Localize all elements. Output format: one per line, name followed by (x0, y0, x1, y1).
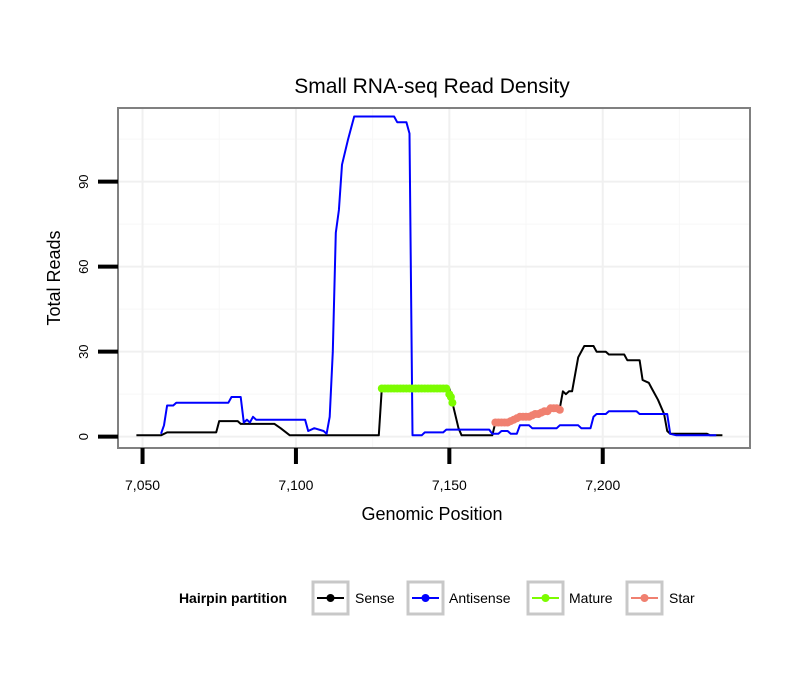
x-axis-label: Genomic Position (361, 504, 502, 524)
legend-point-mature (541, 594, 550, 602)
axes: 7,050 7,100 7,150 7,200 0 30 60 90 (76, 174, 620, 493)
y-tick-label: 30 (76, 344, 91, 358)
plot-panel-border (117, 107, 751, 449)
x-tick-label: 7,150 (432, 477, 467, 493)
x-tick-label: 7,200 (585, 477, 620, 493)
x-tick-label: 7,050 (125, 477, 160, 493)
legend-point-antisense (421, 594, 430, 602)
legend-label-sense: Sense (355, 590, 395, 606)
plot-data (136, 115, 723, 437)
legend-point-star (640, 594, 649, 602)
series-line-antisense (160, 115, 717, 437)
series-line-sense (136, 345, 723, 437)
grid (118, 108, 750, 448)
data-point-star (555, 405, 564, 414)
y-tick-label: 90 (76, 174, 91, 188)
y-tick-label: 0 (76, 433, 91, 440)
data-point-mature (448, 398, 457, 407)
legend-label-mature: Mature (569, 590, 613, 606)
x-tick-label: 7,100 (278, 477, 313, 493)
y-tick-label: 60 (76, 259, 91, 273)
chart-title: Small RNA-seq Read Density (294, 75, 570, 98)
legend: Hairpin partition Sense Antisense Mature St… (179, 580, 695, 616)
legend-title: Hairpin partition (179, 590, 287, 606)
legend-label-star: Star (669, 590, 695, 606)
legend-point-sense (326, 594, 335, 602)
legend-label-antisense: Antisense (449, 590, 511, 606)
y-axis-label: Total Reads (44, 230, 64, 325)
